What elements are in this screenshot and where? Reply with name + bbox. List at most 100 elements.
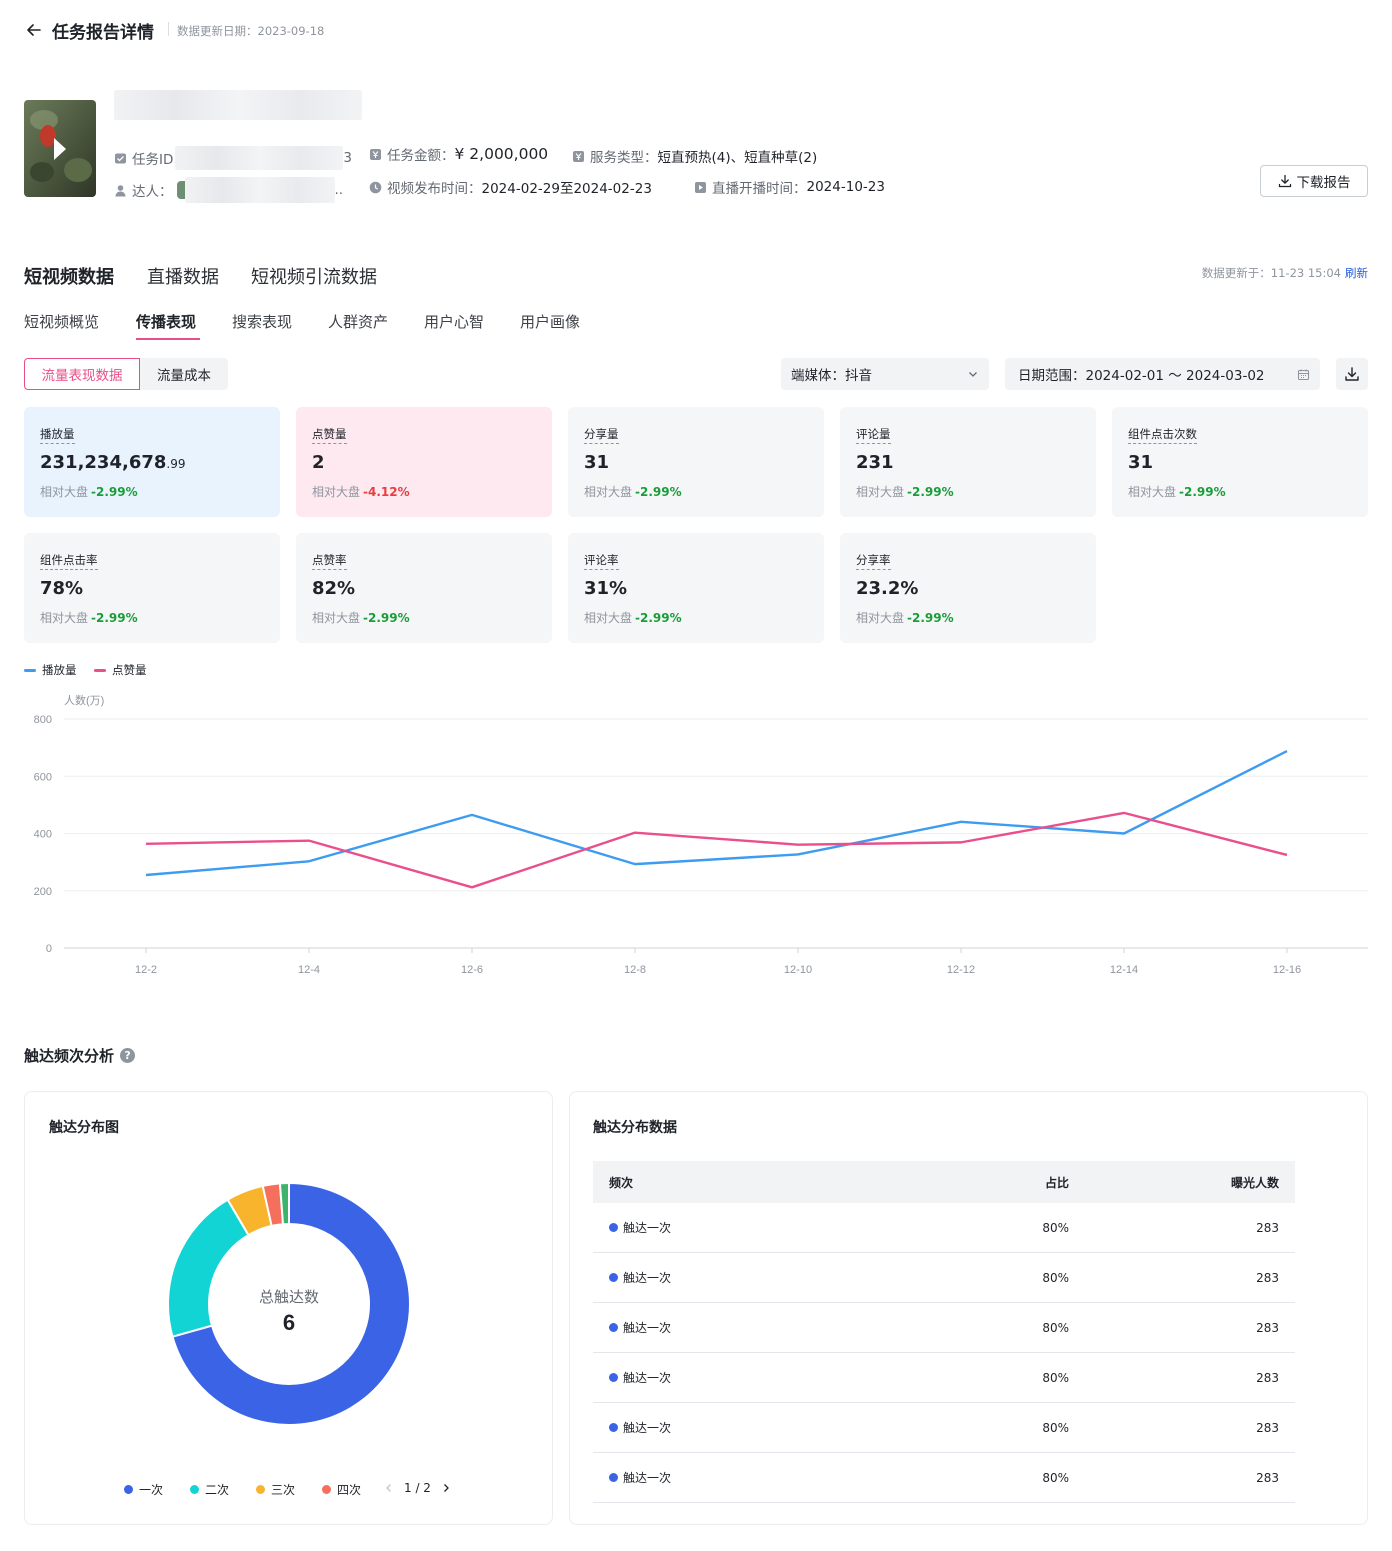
- metric-compare: 相对大盘 -4.12%: [312, 485, 410, 499]
- live-play-icon: [695, 181, 706, 193]
- pie-legend-4[interactable]: 四次: [322, 1481, 361, 1498]
- chevron-right-icon[interactable]: [441, 1483, 451, 1493]
- metric-value: 31%: [584, 578, 628, 599]
- reach-distribution-table: 频次 占比 曝光人数 触达一次 80% 283 触达一次 80% 283 触达一…: [593, 1161, 1295, 1503]
- video-publish-time-value: 2024-02-29至2024-02-23: [481, 181, 652, 197]
- table-row: 触达一次 80% 283: [593, 1403, 1295, 1453]
- download-report-label: 下载报告: [1296, 175, 1351, 191]
- pie-slice-1[interactable]: [171, 1181, 411, 1426]
- legend-swatch: [24, 668, 36, 672]
- table-row: 触达一次 80% 283: [593, 1353, 1295, 1403]
- pie-slice-2[interactable]: [167, 1198, 250, 1338]
- export-button[interactable]: [1336, 358, 1368, 390]
- metric-compare: 相对大盘 -2.99%: [856, 485, 954, 499]
- row-exposure: 283: [1256, 1220, 1279, 1235]
- toggle-traffic-cost[interactable]: 流量成本: [140, 358, 228, 390]
- subtab-user-mindset[interactable]: 用户心智: [424, 313, 485, 331]
- subtab-user-profile[interactable]: 用户画像: [520, 313, 581, 331]
- clock-icon: [369, 181, 382, 193]
- metric-value: 78%: [40, 578, 84, 599]
- row-frequency: 触达一次: [623, 1371, 672, 1385]
- metric-label: 点赞量: [312, 426, 347, 444]
- subtab-crowd-assets[interactable]: 人群资产: [328, 313, 389, 331]
- metric-compare: 相对大盘 -2.99%: [584, 485, 682, 499]
- row-dot: [609, 1423, 618, 1432]
- metric-card-likes[interactable]: 点赞量 2 相对大盘 -4.12%: [296, 407, 552, 517]
- legend-dot: [256, 1485, 265, 1494]
- subtab-search-performance[interactable]: 搜索表现: [232, 313, 293, 331]
- service-type-icon: [573, 150, 584, 162]
- download-icon: [1278, 174, 1291, 188]
- tab-short-video-traffic-data[interactable]: 短视频引流数据: [251, 267, 377, 288]
- table-row: 触达一次 80% 283: [593, 1453, 1295, 1503]
- video-publish-time-label: 视频发布时间：: [387, 181, 482, 197]
- tab-live-data[interactable]: 直播数据: [147, 267, 219, 288]
- metric-value: 31: [1128, 452, 1154, 473]
- legend-swatch: [94, 668, 106, 672]
- live-start-time-label: 直播开播时间：: [712, 181, 807, 197]
- video-thumbnail[interactable]: [24, 100, 96, 197]
- talent-avatar: [176, 181, 185, 199]
- toggle-traffic-performance[interactable]: 流量表现数据: [24, 358, 140, 390]
- metric-card-plays[interactable]: 播放量 231,234,678.99 相对大盘 -2.99%: [24, 407, 280, 517]
- metric-card-shares[interactable]: 分享量 31 相对大盘 -2.99%: [568, 407, 824, 517]
- metric-label: 点赞率: [312, 552, 347, 570]
- row-exposure: 283: [1256, 1420, 1279, 1435]
- table-row: 触达一次 80% 283: [593, 1303, 1295, 1353]
- x-tick-label: 12-2: [135, 964, 157, 976]
- row-frequency: 触达一次: [623, 1321, 672, 1335]
- date-range-picker[interactable]: 日期范围：2024-02-01 ～ 2024-03-02: [1005, 358, 1320, 390]
- x-tick-label: 12-10: [784, 964, 812, 976]
- metric-card-comments[interactable]: 评论量 231 相对大盘 -2.99%: [840, 407, 1096, 517]
- metric-card-like-rate[interactable]: 点赞率 82% 相对大盘 -2.99%: [296, 533, 552, 643]
- pie-legend-3[interactable]: 三次: [256, 1481, 295, 1498]
- line-chart: 人数(万) 0 200 400 600 800 12-2 12-4 12-6 12-8 12-10 1…: [34, 694, 1368, 976]
- row-dot: [609, 1323, 618, 1332]
- row-ratio: 80%: [1042, 1370, 1069, 1385]
- video-publish-time-row: 视频发布时间： 2024-02-29至2024-02-23: [369, 177, 652, 197]
- row-frequency: 触达一次: [623, 1421, 672, 1435]
- metric-label: 组件点击率: [40, 552, 98, 570]
- metric-label: 分享率: [856, 552, 891, 570]
- date-range-value: 日期范围：2024-02-01 ～ 2024-03-02: [1018, 368, 1265, 384]
- row-ratio: 80%: [1042, 1270, 1069, 1285]
- x-tick-label: 12-14: [1110, 964, 1138, 976]
- refresh-link[interactable]: 刷新: [1345, 266, 1368, 280]
- col-frequency: 频次: [609, 1175, 634, 1190]
- metric-card-component-clicks[interactable]: 组件点击次数 31 相对大盘 -2.99%: [1112, 407, 1368, 517]
- legend-likes[interactable]: 点赞量: [94, 662, 147, 678]
- table-row: 触达一次 80% 283: [593, 1253, 1295, 1303]
- help-icon[interactable]: ?: [120, 1048, 136, 1063]
- subtab-spread-performance[interactable]: 传播表现: [136, 313, 197, 331]
- y-tick-label: 600: [34, 771, 52, 783]
- download-report-button[interactable]: 下载报告: [1260, 165, 1368, 197]
- pie-slice-5[interactable]: [278, 1181, 290, 1226]
- chevron-left-icon[interactable]: [384, 1483, 394, 1493]
- metric-card-share-rate[interactable]: 分享率 23.2% 相对大盘 -2.99%: [840, 533, 1096, 643]
- pie-legend-2[interactable]: 二次: [190, 1481, 229, 1498]
- legend-plays[interactable]: 播放量: [24, 662, 77, 678]
- data-update-date: 数据更新日期：2023-09-18: [177, 24, 325, 38]
- row-ratio: 80%: [1042, 1470, 1069, 1485]
- task-id-icon: [115, 153, 126, 163]
- refresh-info: 数据更新于：11-23 15:04 刷新: [1202, 265, 1368, 281]
- back-arrow-icon[interactable]: [24, 20, 44, 40]
- subtab-overview[interactable]: 短视频概览: [24, 313, 100, 331]
- service-type-row: 服务类型： 短直预热(4)、短直种草(2): [572, 146, 817, 166]
- metric-value: 231: [856, 452, 894, 473]
- row-exposure: 283: [1256, 1320, 1279, 1335]
- task-name-redacted: [114, 90, 362, 120]
- reach-distribution-chart-panel: 触达分布图: [24, 1091, 553, 1525]
- media-select[interactable]: 端媒体：抖音: [781, 358, 989, 390]
- donut-center-value: 6: [283, 1310, 295, 1335]
- legend-dot: [190, 1485, 199, 1494]
- legend-dot: [322, 1485, 331, 1494]
- tab-short-video-data[interactable]: 短视频数据: [24, 267, 114, 288]
- section-title-text: 触达频次分析: [24, 1047, 115, 1065]
- metric-card-comment-rate[interactable]: 评论率 31% 相对大盘 -2.99%: [568, 533, 824, 643]
- task-id-redacted: [175, 146, 344, 170]
- pie-legend-1[interactable]: 一次: [124, 1481, 163, 1498]
- legend-pager: 1 / 2: [384, 1481, 451, 1495]
- row-ratio: 80%: [1042, 1320, 1069, 1335]
- metric-card-component-ctr[interactable]: 组件点击率 78% 相对大盘 -2.99%: [24, 533, 280, 643]
